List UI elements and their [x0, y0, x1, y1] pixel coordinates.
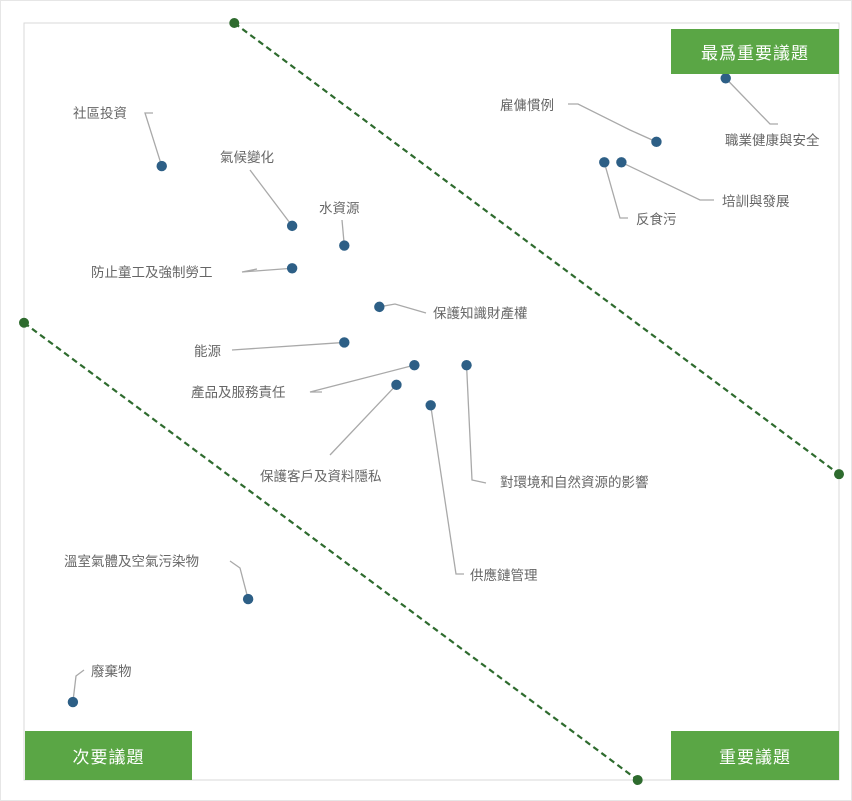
data-point	[374, 301, 385, 313]
data-point	[720, 73, 731, 84]
data-point	[242, 593, 254, 605]
data-label: 反食污	[636, 211, 677, 228]
data-point	[286, 263, 298, 274]
data-point	[339, 240, 350, 251]
leader-line	[249, 169, 293, 227]
data-label: 保護客戶及資料隱私	[260, 468, 382, 485]
zone-label-important: 重要議題	[671, 731, 839, 780]
zone-label-most-important: 最爲重要議題	[671, 29, 839, 74]
data-label: 廢棄物	[91, 664, 132, 680]
data-point	[651, 136, 662, 148]
data-point	[339, 337, 350, 348]
plot-area-border	[23, 22, 840, 781]
leader-line	[465, 365, 487, 484]
data-label: 培訓與發展	[722, 194, 790, 210]
data-point	[391, 379, 402, 391]
data-label: 社區投資	[73, 106, 127, 122]
data-label: 雇傭慣例	[500, 97, 554, 114]
data-point	[616, 157, 627, 168]
data-label: 職業健康與安全	[725, 132, 820, 149]
data-point	[409, 359, 420, 371]
data-label: 對環境和自然資源的影響	[500, 474, 649, 491]
leader-line	[725, 77, 778, 125]
data-label: 產品及服務責任	[191, 384, 286, 401]
leader-line	[621, 161, 714, 201]
data-point	[286, 220, 298, 232]
data-label: 供應鏈管理	[470, 567, 538, 584]
leader-line	[231, 341, 345, 351]
leader-line	[72, 669, 85, 703]
data-point	[425, 400, 436, 411]
leader-line	[144, 112, 163, 167]
data-point	[599, 157, 610, 168]
data-label: 溫室氣體及空氣污染物	[64, 553, 199, 570]
leader-line	[568, 103, 657, 143]
threshold-line-2-end-dot	[632, 775, 643, 785]
leader-line	[241, 267, 293, 273]
data-label: 保護知識財產權	[433, 305, 528, 322]
data-point	[67, 696, 79, 708]
threshold-line-1-end-dot	[834, 469, 844, 480]
leader-line	[603, 162, 628, 219]
threshold-line-2	[23, 321, 639, 781]
data-point	[461, 359, 472, 371]
threshold-line-1-start-dot	[229, 18, 240, 28]
threshold-line-2-start-dot	[19, 317, 29, 328]
data-label: 能源	[194, 344, 221, 360]
leader-line	[329, 384, 397, 456]
leader-line	[379, 303, 427, 314]
data-label: 水資源	[319, 201, 360, 217]
data-point	[156, 160, 167, 172]
leader-line	[430, 405, 464, 575]
data-label: 氣候變化	[220, 150, 274, 166]
leader-line	[309, 364, 415, 393]
threshold-line-1	[233, 22, 840, 476]
leader-line	[229, 560, 249, 600]
data-label: 防止童工及強制勞工	[91, 264, 213, 281]
zone-label-secondary: 次要議題	[25, 731, 192, 780]
